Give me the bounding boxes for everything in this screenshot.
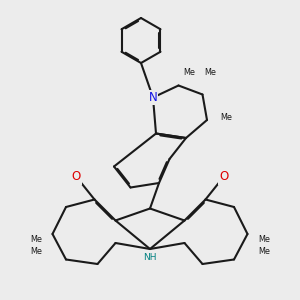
Text: Me: Me	[30, 248, 42, 256]
Text: NH: NH	[143, 253, 157, 262]
Text: N: N	[148, 91, 158, 104]
Text: Me: Me	[220, 113, 232, 122]
Text: Me: Me	[258, 248, 270, 256]
Text: Me: Me	[258, 236, 270, 244]
Text: O: O	[72, 170, 81, 184]
Text: Me: Me	[204, 68, 216, 77]
Text: Me: Me	[183, 68, 195, 77]
Text: O: O	[219, 170, 228, 184]
Text: Me: Me	[30, 236, 42, 244]
